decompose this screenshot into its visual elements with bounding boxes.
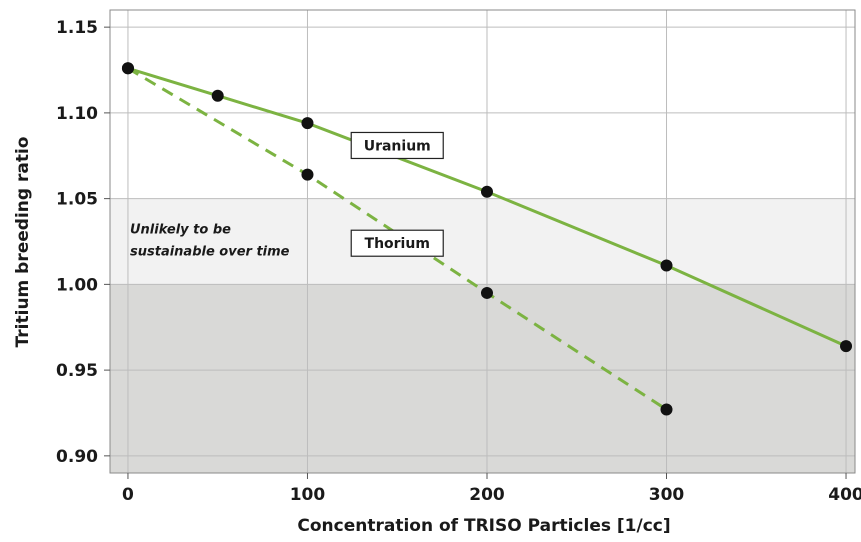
series-label-thorium: Thorium xyxy=(365,236,430,252)
y-tick-label: 1.00 xyxy=(56,275,98,295)
data-point-uranium xyxy=(840,340,853,353)
y-axis-label: Tritium breeding ratio xyxy=(13,137,33,348)
y-tick-label: 0.95 xyxy=(56,361,98,381)
region-label-line: Unlikely to be xyxy=(130,223,231,238)
y-tick-label: 1.05 xyxy=(56,190,98,210)
data-point-thorium xyxy=(480,286,493,299)
region-label-line: sustainable over time xyxy=(130,245,290,260)
data-point-thorium xyxy=(660,403,673,416)
data-point-uranium xyxy=(211,89,224,102)
y-ticks: 0.90 0.95 1.00 1.05 1.10 1.15 xyxy=(56,18,110,467)
y-tick-label: 1.10 xyxy=(56,104,98,124)
x-tick-label: 300 xyxy=(649,485,685,505)
x-axis-label: Concentration of TRISO Particles [1/cc] xyxy=(297,516,670,536)
region-label: Unlikely to be sustainable over time xyxy=(130,223,290,260)
y-tick-label: 0.90 xyxy=(56,447,98,467)
x-tick-label: 100 xyxy=(290,485,326,505)
x-ticks: 0 100 200 300 400 xyxy=(122,473,861,505)
series-label-box-thorium xyxy=(350,229,444,257)
y-tick-label: 1.15 xyxy=(56,18,98,38)
region-1 xyxy=(110,284,855,473)
data-point-uranium xyxy=(480,185,493,198)
data-point-uranium xyxy=(301,117,314,130)
series-label-uranium: Uranium xyxy=(364,138,431,154)
data-point-thorium xyxy=(121,62,134,75)
data-point-thorium xyxy=(301,168,314,181)
annotations: Unlikely to be sustainable over time Urani… xyxy=(130,131,444,260)
grid-lines xyxy=(110,10,855,473)
series-label-box-uranium xyxy=(350,131,444,160)
plot-regions xyxy=(110,198,855,473)
x-tick-label: 0 xyxy=(122,485,134,505)
region-0 xyxy=(110,198,855,285)
series-line-thorium xyxy=(127,67,668,411)
plot-frame xyxy=(109,9,856,474)
data-point-uranium xyxy=(660,259,673,272)
x-tick-label: 200 xyxy=(469,485,505,505)
data-points xyxy=(121,62,853,416)
x-tick-label: 400 xyxy=(828,485,861,505)
